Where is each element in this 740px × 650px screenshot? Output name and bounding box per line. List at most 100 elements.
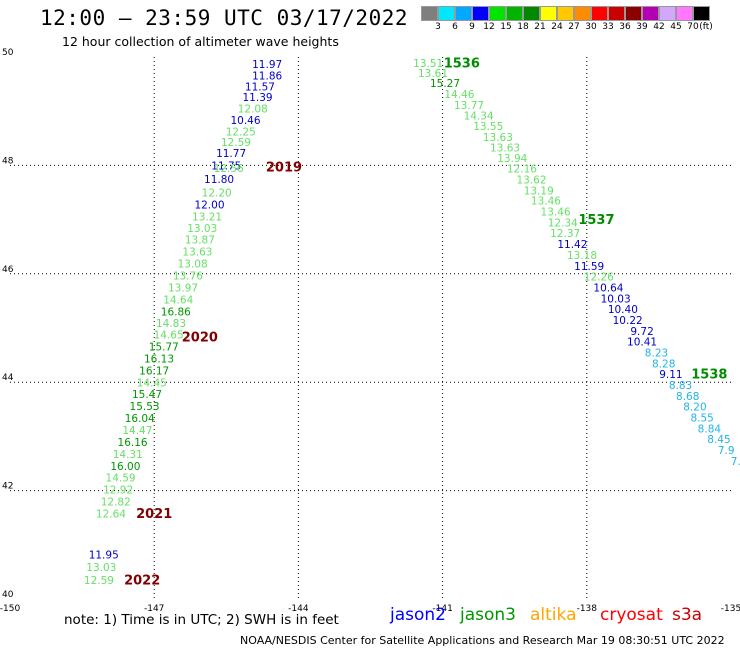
pass-time-label: 1538 <box>691 368 727 383</box>
footer-credit: NOAA/NESDIS Center for Satellite Applica… <box>240 634 725 647</box>
wave-height-label: 13.21 <box>192 211 222 223</box>
color-scale-label: 45 <box>670 22 682 32</box>
wave-height-label: 13.62 <box>516 175 546 187</box>
lat-tick-label: 42 <box>2 482 13 492</box>
color-scale-swatches <box>421 6 710 21</box>
wave-height-label: 9.11 <box>659 369 682 381</box>
wave-height-label: 11.75 <box>211 160 241 172</box>
wave-height-label: 16.04 <box>125 413 155 425</box>
color-scale-label: 33 <box>602 22 614 32</box>
wave-height-label: 10.64 <box>593 282 623 294</box>
color-scale: 3 6 9 12 15 18 21 24 27 30 33 36 39 42 45 70 (ft) <box>421 6 713 35</box>
legend-altika: altika <box>530 605 577 625</box>
color-scale-label: 9 <box>469 22 475 32</box>
wave-height-label: 16.17 <box>139 365 169 377</box>
wave-height-label: 16.00 <box>110 461 140 473</box>
footer-note: note: 1) Time is in UTC; 2) SWH is in fe… <box>64 612 339 628</box>
color-scale-label: 27 <box>568 22 580 32</box>
wave-height-label: 13.63 <box>182 247 212 259</box>
wave-height-label: 11.77 <box>216 148 246 160</box>
lat-tick-label: 46 <box>2 265 14 275</box>
pass-time-label: 2020 <box>182 330 218 345</box>
wave-height-label: 8.23 <box>645 347 668 359</box>
legend-jason3: jason3 <box>460 605 516 625</box>
wave-height-label: 11.86 <box>252 71 282 83</box>
wave-height-label: 13.18 <box>567 250 597 262</box>
wave-height-label: 11.97 <box>252 59 282 71</box>
wave-height-label: 12.37 <box>550 228 580 240</box>
wave-height-label: 12.64 <box>96 508 126 520</box>
lon-tick-label: -138 <box>577 604 598 614</box>
wave-height-label: 8.20 <box>683 402 706 414</box>
wave-height-label: 13.76 <box>173 271 203 283</box>
wave-height-label: 10.03 <box>601 293 631 305</box>
color-scale-label: 18 <box>517 22 529 32</box>
wave-height-label: 15.77 <box>149 342 179 354</box>
wave-height-label: 8.55 <box>690 413 713 425</box>
page-title: 12:00 – 23:59 UTC 03/17/2022 <box>40 6 409 30</box>
wave-height-label: 16.13 <box>144 353 174 365</box>
color-swatch <box>574 6 591 21</box>
color-scale-label: 24 <box>551 22 563 32</box>
wave-height-label: 11.57 <box>245 81 275 93</box>
color-swatch <box>455 6 472 21</box>
pass-time-label: 1537 <box>578 213 614 228</box>
wave-height-label: 8.84 <box>698 423 722 435</box>
wave-height-label: 12.26 <box>584 272 614 284</box>
lat-tick-label: 44 <box>2 373 14 383</box>
legend-jason2: jason2 <box>390 605 446 625</box>
wave-height-label: 12.82 <box>101 497 131 509</box>
color-swatch <box>506 6 523 21</box>
color-swatch <box>676 6 693 21</box>
color-scale-label: 36 <box>619 22 631 32</box>
wave-height-label: 16.86 <box>161 306 191 318</box>
color-swatch <box>421 6 438 21</box>
lon-tick-label: -147 <box>144 604 164 614</box>
wave-height-label: 14.31 <box>113 449 143 461</box>
wave-height-label: 8.45 <box>707 434 730 446</box>
wave-height-label: 12.59 <box>84 575 114 587</box>
wave-height-label: 13.03 <box>86 562 116 574</box>
wave-height-label: 13.87 <box>185 235 215 247</box>
color-scale-label: 15 <box>500 22 512 32</box>
pass-time-label: 2019 <box>266 161 302 176</box>
wave-height-label: 7.9 <box>718 445 735 457</box>
color-scale-label: 21 <box>534 22 546 32</box>
wave-height-label: 13.97 <box>168 282 198 294</box>
color-swatch <box>642 6 659 21</box>
color-scale-label: 39 <box>636 22 648 32</box>
wave-height-label: 12.16 <box>507 164 537 176</box>
color-swatch <box>557 6 574 21</box>
wave-height-label: 8.28 <box>652 358 675 370</box>
wave-height-label: 9.72 <box>630 326 653 338</box>
wave-height-label: 14.64 <box>163 294 193 306</box>
wave-height-label: 13.77 <box>454 100 484 112</box>
wave-height-label: 13.19 <box>524 185 554 197</box>
wave-height-label: 11.42 <box>557 239 587 251</box>
wave-height-label: 7. <box>731 456 740 468</box>
lat-tick-label: 48 <box>2 156 14 166</box>
wave-height-label: 12.56 <box>214 163 244 175</box>
wave-height-label: 13.55 <box>473 121 503 133</box>
pass-time-label: 2021 <box>136 507 172 522</box>
wave-height-label: 14.47 <box>122 425 152 437</box>
wave-height-label: 14.59 <box>106 473 136 485</box>
wave-height-label: 11.39 <box>243 92 273 104</box>
wave-height-label: 15.53 <box>130 401 160 413</box>
wave-height-label: 13.46 <box>531 196 561 208</box>
color-scale-label: 70 <box>687 22 699 32</box>
wave-height-label: 12.25 <box>226 126 256 138</box>
wave-height-label: 8.68 <box>676 391 699 403</box>
wave-height-label: 8.83 <box>669 380 692 392</box>
color-swatch <box>591 6 608 21</box>
wave-height-label: 11.80 <box>204 174 234 186</box>
wave-height-label: 14.34 <box>464 111 494 123</box>
color-scale-label: 6 <box>452 22 458 32</box>
color-scale-label: 30 <box>585 22 597 32</box>
color-swatch <box>659 6 676 21</box>
wave-height-label: 13.61 <box>418 68 448 80</box>
color-scale-label: 3 <box>435 22 441 32</box>
legend-s3a: s3a <box>672 605 703 625</box>
wave-height-label: 16.16 <box>118 437 148 449</box>
